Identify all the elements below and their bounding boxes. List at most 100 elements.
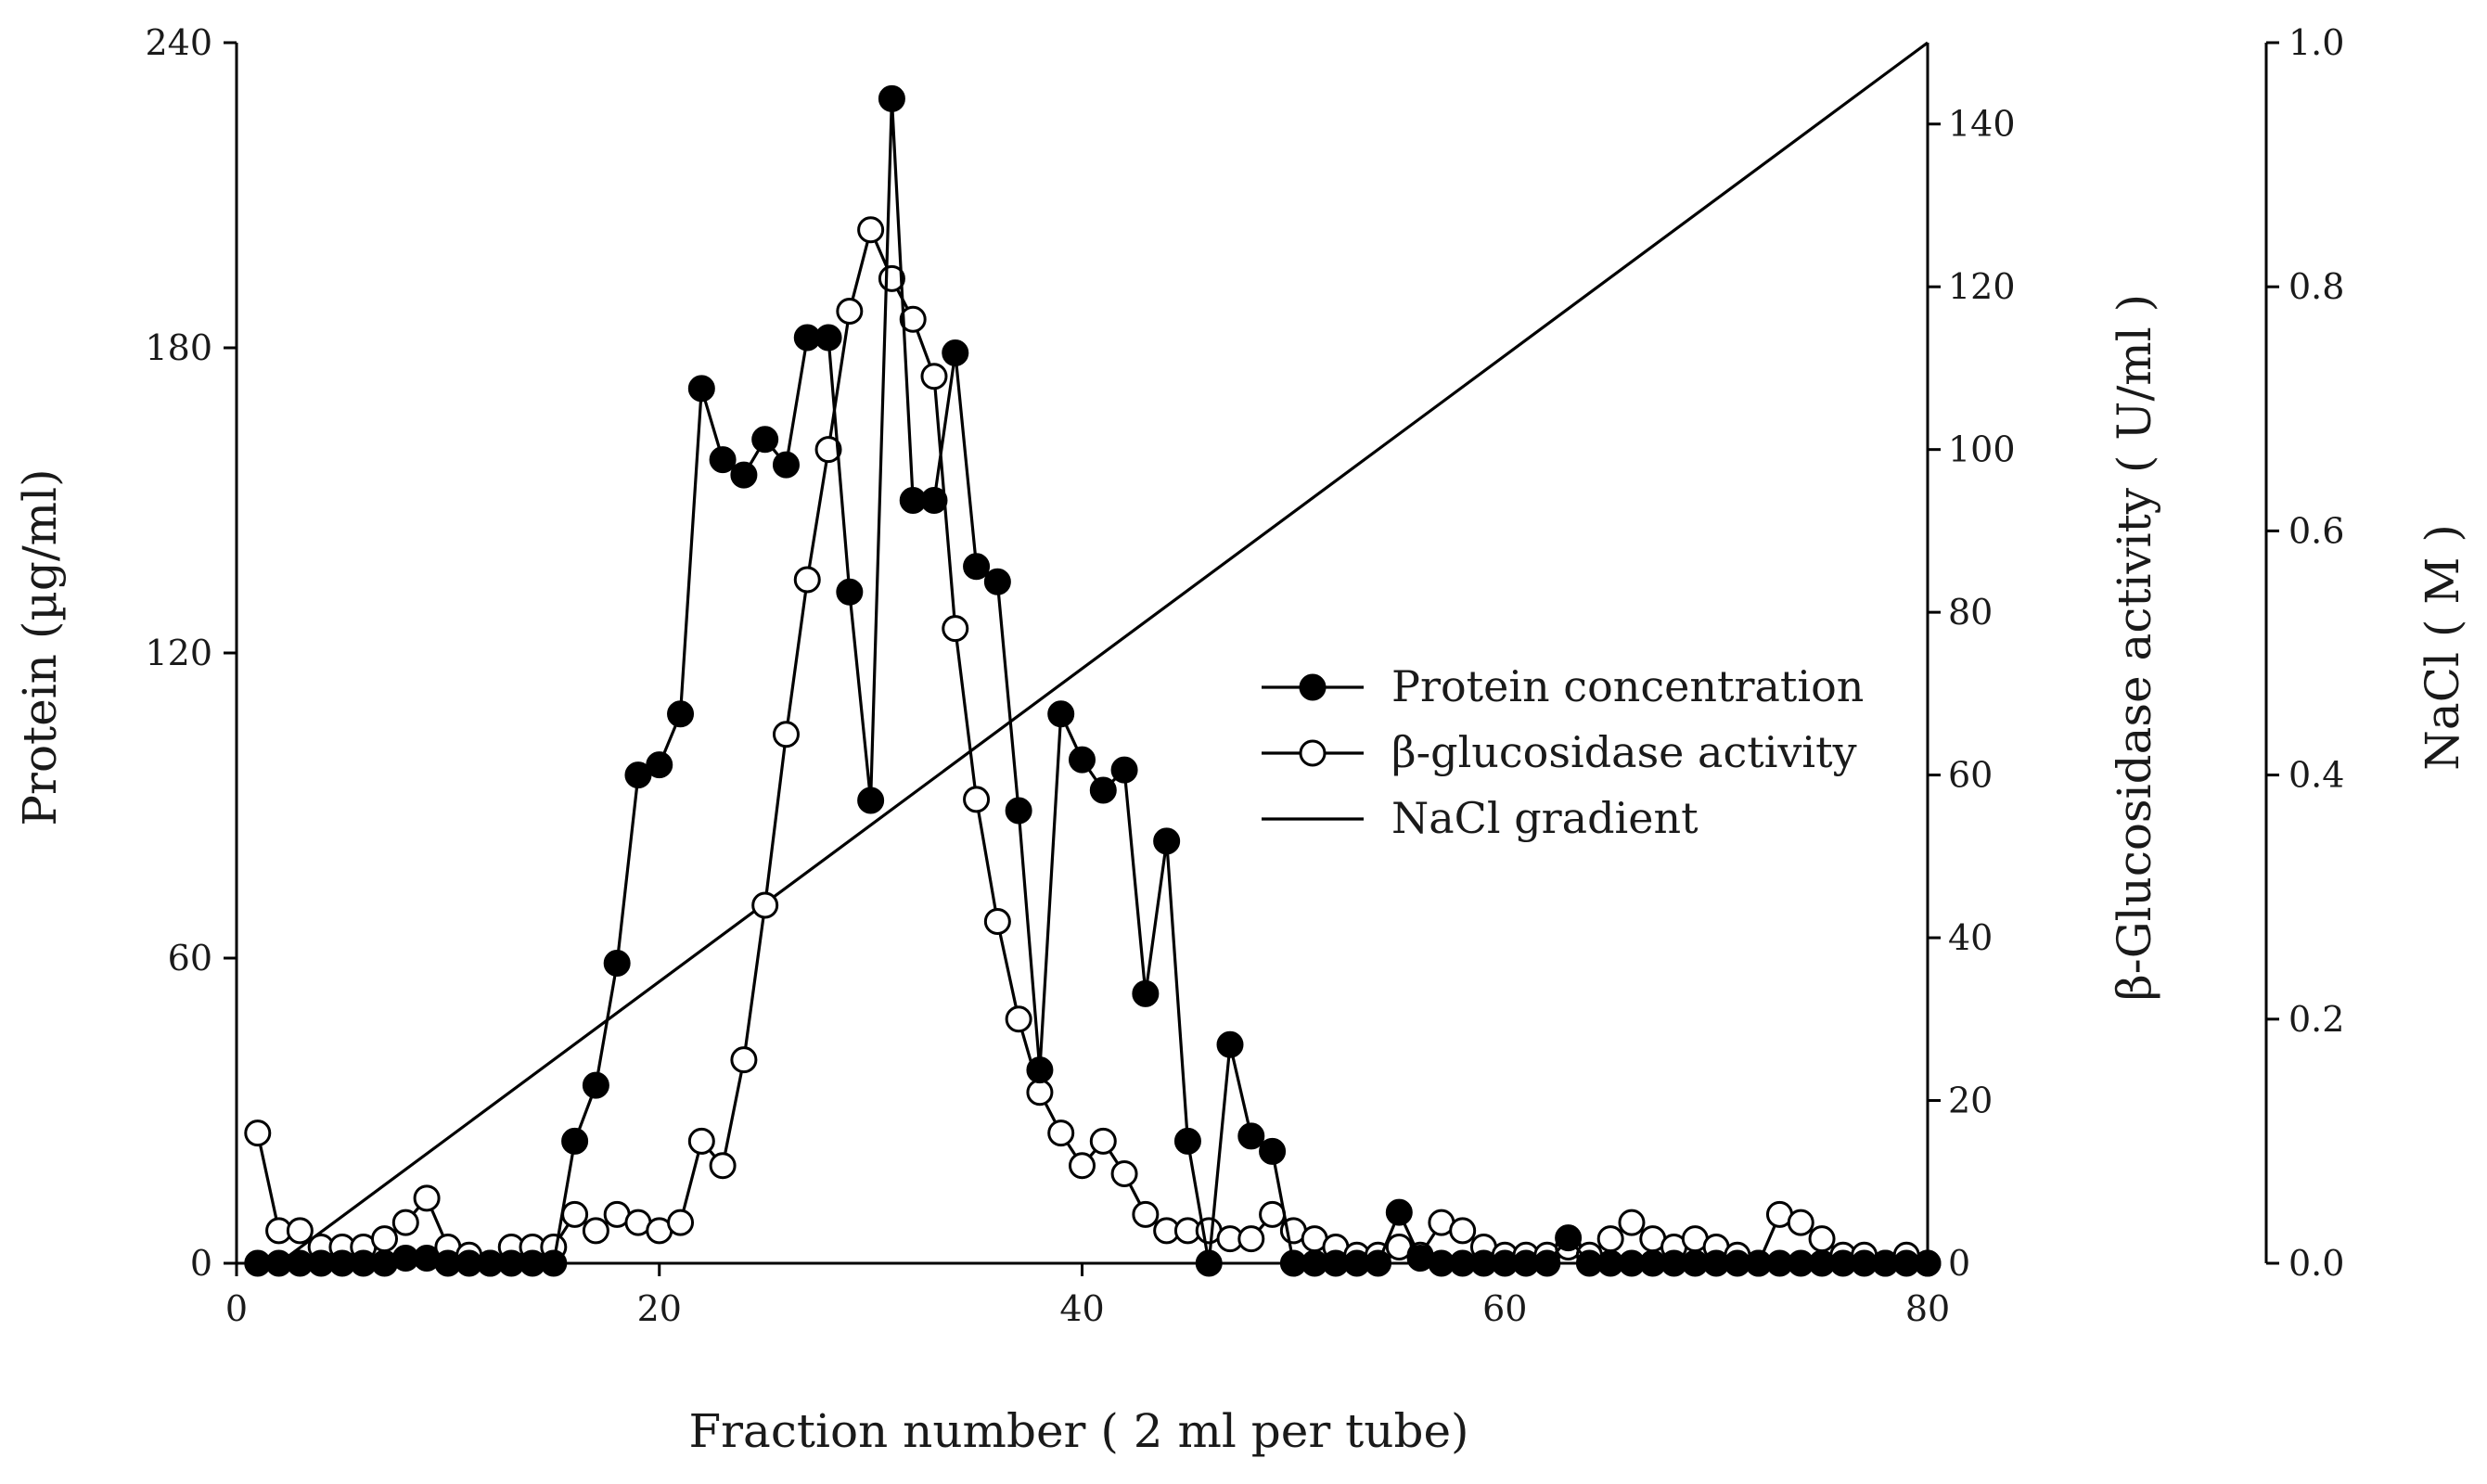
activity-point (709, 1152, 737, 1180)
activity-point (561, 1200, 589, 1228)
y-left-tick-label: 180 (145, 327, 212, 368)
activity-point (857, 216, 885, 244)
activity-point (751, 891, 779, 919)
protein-point (1110, 756, 1138, 784)
legend-box (1224, 621, 1881, 853)
nacl-gradient-line (277, 41, 1929, 1265)
protein-point (1173, 1127, 1201, 1155)
y-right2-tick-label: 0.8 (2288, 266, 2344, 307)
legend-label-gradient: NaCl gradient (1391, 793, 1699, 843)
activity-point (413, 1184, 441, 1212)
y-right2-tick-label: 1.0 (2288, 22, 2344, 63)
activity-point (244, 1119, 272, 1147)
protein-point (646, 751, 673, 779)
nacl-gradient-layer (277, 41, 1929, 1265)
x-tick-label: 40 (1059, 1288, 1104, 1329)
y-right-tick-label: 120 (1948, 266, 2016, 307)
y-left-tick-label: 0 (190, 1243, 212, 1284)
activity-point (814, 436, 842, 464)
activity-point (582, 1217, 609, 1245)
activity-point (772, 721, 800, 748)
y-right2-tick-label: 0.4 (2288, 755, 2344, 796)
x-tick-label: 80 (1905, 1288, 1950, 1329)
protein-point (878, 84, 905, 112)
activity-point (391, 1209, 419, 1236)
y-left-tick-label: 120 (145, 633, 212, 673)
protein-point (1132, 979, 1160, 1007)
activity-point (1069, 1152, 1096, 1180)
activity-point (963, 786, 991, 813)
activity-point (1005, 1005, 1032, 1033)
protein-point (561, 1127, 589, 1155)
activity-point (1596, 1225, 1624, 1253)
y-right-tick-label: 40 (1948, 917, 1993, 958)
activity-point (286, 1217, 314, 1245)
y-right2-tick-label: 0.0 (2288, 1243, 2344, 1284)
protein-point (857, 787, 885, 814)
protein-point (582, 1071, 609, 1099)
y-right-tick-label: 140 (1948, 104, 2016, 145)
activity-point (371, 1225, 399, 1253)
activity-point (667, 1209, 695, 1236)
y-left-tick-label: 60 (168, 938, 212, 979)
activity-point (836, 298, 864, 326)
protein-point (751, 426, 779, 454)
protein-point (1259, 1137, 1287, 1165)
protein-point (540, 1249, 568, 1277)
protein-point (1914, 1249, 1942, 1277)
protein-point (667, 700, 695, 728)
protein-point (603, 949, 631, 977)
protein-point (942, 339, 969, 366)
x-tick-label: 0 (225, 1288, 248, 1329)
protein-point (687, 375, 715, 403)
protein-point (1089, 776, 1117, 804)
y-axis-right-title: β-Glucosidase activity ( U/ml ) (2108, 294, 2161, 1001)
protein-point (1047, 700, 1075, 728)
protein-point (1005, 797, 1032, 825)
legend: Protein concentration β-glucosidase acti… (1224, 621, 1881, 853)
activity-point (687, 1127, 715, 1155)
activity-point (793, 566, 821, 594)
x-axis-title: Fraction number ( 2 ml per tube) (688, 1404, 1468, 1458)
activity-point (1047, 1119, 1075, 1147)
activity-point (1132, 1200, 1160, 1228)
x-tick-label: 60 (1482, 1288, 1527, 1329)
activity-point (1110, 1159, 1138, 1187)
protein-point (836, 578, 864, 606)
protein-point (1195, 1249, 1223, 1277)
protein-point (1385, 1198, 1413, 1226)
y-right-tick-label: 100 (1948, 429, 2016, 470)
protein-point (1237, 1122, 1265, 1150)
activity-point (1237, 1225, 1265, 1253)
legend-marker-activity (1299, 739, 1327, 767)
y-right-tick-label: 20 (1948, 1081, 1993, 1121)
protein-point (772, 451, 800, 479)
y-right2-tick-label: 0.2 (2288, 999, 2344, 1040)
protein-point (1216, 1030, 1244, 1058)
activity-point (1618, 1209, 1646, 1236)
axes: 0 20 40 60 800601201802400204060801001201400… (145, 22, 2344, 1329)
protein-point (814, 324, 842, 352)
activity-point (983, 908, 1011, 936)
y-right2-tick-label: 0.6 (2288, 510, 2344, 551)
y-axis-left-title: Protein (µg/ml) (13, 468, 67, 825)
protein-point (1555, 1224, 1583, 1252)
activity-point (1026, 1079, 1054, 1107)
y-right-tick-label: 0 (1948, 1243, 1970, 1284)
activity-point (1259, 1200, 1287, 1228)
activity-point (920, 363, 948, 390)
y-left-tick-label: 240 (145, 22, 212, 63)
y-right-tick-label: 60 (1948, 755, 1993, 796)
protein-point (1533, 1249, 1561, 1277)
activity-point (1449, 1217, 1477, 1245)
y-axis-right2-title: NaCl ( M ) (2416, 524, 2469, 771)
activity-point (1787, 1209, 1814, 1236)
protein-point (1153, 827, 1181, 855)
protein-point (920, 487, 948, 514)
protein-point (1026, 1056, 1054, 1084)
legend-label-protein: Protein concentration (1391, 661, 1864, 711)
activity-point (730, 1046, 758, 1074)
protein-point (1069, 746, 1096, 774)
legend-marker-protein (1299, 673, 1327, 701)
